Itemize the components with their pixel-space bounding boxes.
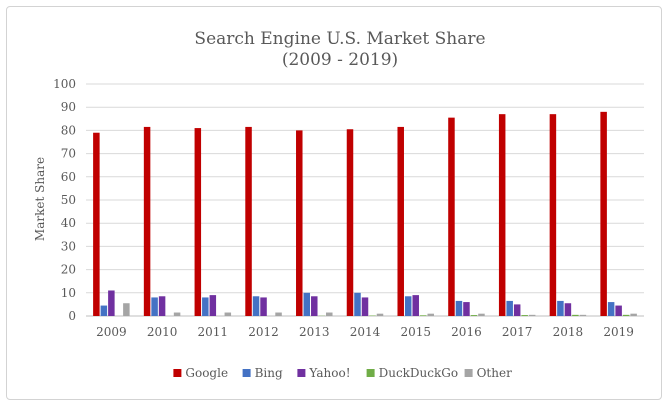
bar-duckduckgo: [622, 314, 630, 316]
bar-duckduckgo: [470, 315, 478, 316]
legend-swatch: [297, 369, 306, 377]
legend-label: Google: [185, 366, 228, 380]
bar-other: [275, 312, 282, 316]
bar-google: [93, 132, 100, 316]
y-tick-label: 30: [61, 239, 76, 253]
legend: Google Bing Yahoo! DuckDuckGo Other: [173, 366, 512, 380]
bar-yahoo: [311, 296, 318, 316]
x-tick-label: 2010: [147, 325, 178, 339]
y-tick-label: 80: [61, 123, 76, 137]
bar-google: [600, 111, 607, 316]
bar-google: [397, 126, 404, 316]
bar-google: [549, 114, 557, 316]
bar-bing: [252, 296, 260, 316]
chart-subtitle: (2009 - 2019): [282, 50, 398, 70]
bar-other: [478, 313, 485, 316]
y-tick-label: 0: [68, 309, 76, 323]
y-tick-label: 20: [61, 263, 76, 277]
x-tick-label: 2017: [502, 325, 533, 339]
bar-other: [123, 303, 130, 316]
x-tick-labels: 2009 2010 2011 2012 2013 2014 2015 2016 2017 2018…: [96, 325, 634, 339]
bar-google: [194, 128, 202, 316]
bar-bing: [506, 300, 513, 316]
bar-yahoo: [564, 303, 572, 316]
bar-google: [498, 114, 506, 316]
bar-bing: [607, 302, 615, 316]
bar-bing: [455, 300, 463, 316]
y-tick-label: 90: [61, 100, 76, 114]
x-tick-label: 2019: [603, 325, 634, 339]
y-tick-label: 100: [53, 77, 76, 91]
bar-duckduckgo: [572, 314, 579, 316]
y-tick-label: 70: [61, 147, 76, 161]
x-tick-label: 2009: [96, 325, 127, 339]
bar-other: [376, 313, 384, 316]
bar-other: [528, 314, 536, 316]
bar-other: [427, 313, 434, 316]
bar-google: [448, 117, 455, 316]
bar-bing: [404, 296, 412, 316]
legend-swatch: [464, 369, 473, 377]
bar-yahoo: [412, 295, 419, 316]
bar-yahoo: [513, 304, 521, 316]
legend-label: Yahoo!: [308, 366, 350, 380]
bar-yahoo: [108, 290, 115, 316]
y-tick-label: 40: [61, 216, 76, 230]
bar-other: [630, 313, 637, 316]
bar-bing: [557, 300, 564, 316]
x-tick-label: 2011: [198, 325, 229, 339]
bar-bing: [354, 292, 361, 316]
chart-title: Search Engine U.S. Market Share: [194, 29, 485, 49]
legend-swatch: [242, 369, 251, 377]
x-tick-label: 2012: [248, 325, 279, 339]
bar-google: [296, 130, 303, 316]
gridlines: [86, 83, 644, 317]
bar-yahoo: [158, 296, 166, 316]
bar-yahoo: [463, 302, 470, 316]
bar-other: [224, 312, 232, 316]
x-tick-label: 2018: [553, 325, 584, 339]
bar-bing: [202, 297, 209, 316]
bar-yahoo: [615, 305, 622, 316]
bar-bing: [100, 305, 108, 316]
x-tick-label: 2013: [299, 325, 330, 339]
bar-duckduckgo: [419, 315, 427, 316]
bar-yahoo: [209, 295, 217, 316]
legend-label: DuckDuckGo: [379, 366, 459, 380]
x-tick-label: 2015: [400, 325, 431, 339]
bar-duckduckgo: [521, 315, 528, 316]
bar-google: [143, 126, 151, 316]
bar-bing: [303, 292, 311, 316]
bar-google: [245, 126, 252, 316]
legend-label: Other: [477, 366, 512, 380]
y-tick-labels: 0 10 20 30 40 50 60 70 80 90 100: [53, 77, 76, 323]
y-tick-label: 10: [61, 286, 76, 300]
bar-yahoo: [260, 297, 267, 316]
y-tick-label: 50: [61, 193, 76, 207]
bar-bing: [151, 297, 158, 316]
y-tick-label: 60: [61, 170, 76, 184]
bar-other: [173, 312, 181, 316]
y-axis-label: Market Share: [33, 157, 47, 241]
bar-other: [579, 314, 587, 316]
legend-swatch: [366, 369, 375, 377]
bars: [93, 111, 637, 316]
bar-google: [346, 129, 354, 316]
bar-other: [326, 312, 333, 316]
bar-yahoo: [361, 297, 369, 316]
x-tick-label: 2016: [451, 325, 482, 339]
x-tick-label: 2014: [350, 325, 381, 339]
legend-swatch: [173, 369, 182, 377]
legend-label: Bing: [255, 366, 283, 380]
